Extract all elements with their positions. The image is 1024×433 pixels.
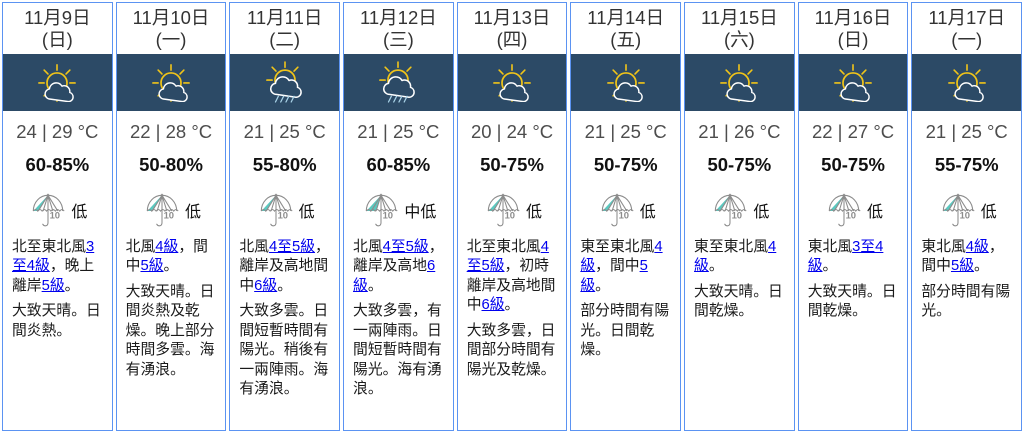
svg-text:10: 10 <box>618 210 629 221</box>
svg-text:10: 10 <box>732 210 743 221</box>
svg-text:10: 10 <box>277 210 288 221</box>
svg-text:10: 10 <box>505 210 516 221</box>
svg-text:10: 10 <box>959 210 970 221</box>
svg-text:10: 10 <box>383 210 394 221</box>
svg-text:10: 10 <box>164 210 175 221</box>
svg-text:10: 10 <box>846 210 857 221</box>
svg-text:10: 10 <box>50 210 61 221</box>
